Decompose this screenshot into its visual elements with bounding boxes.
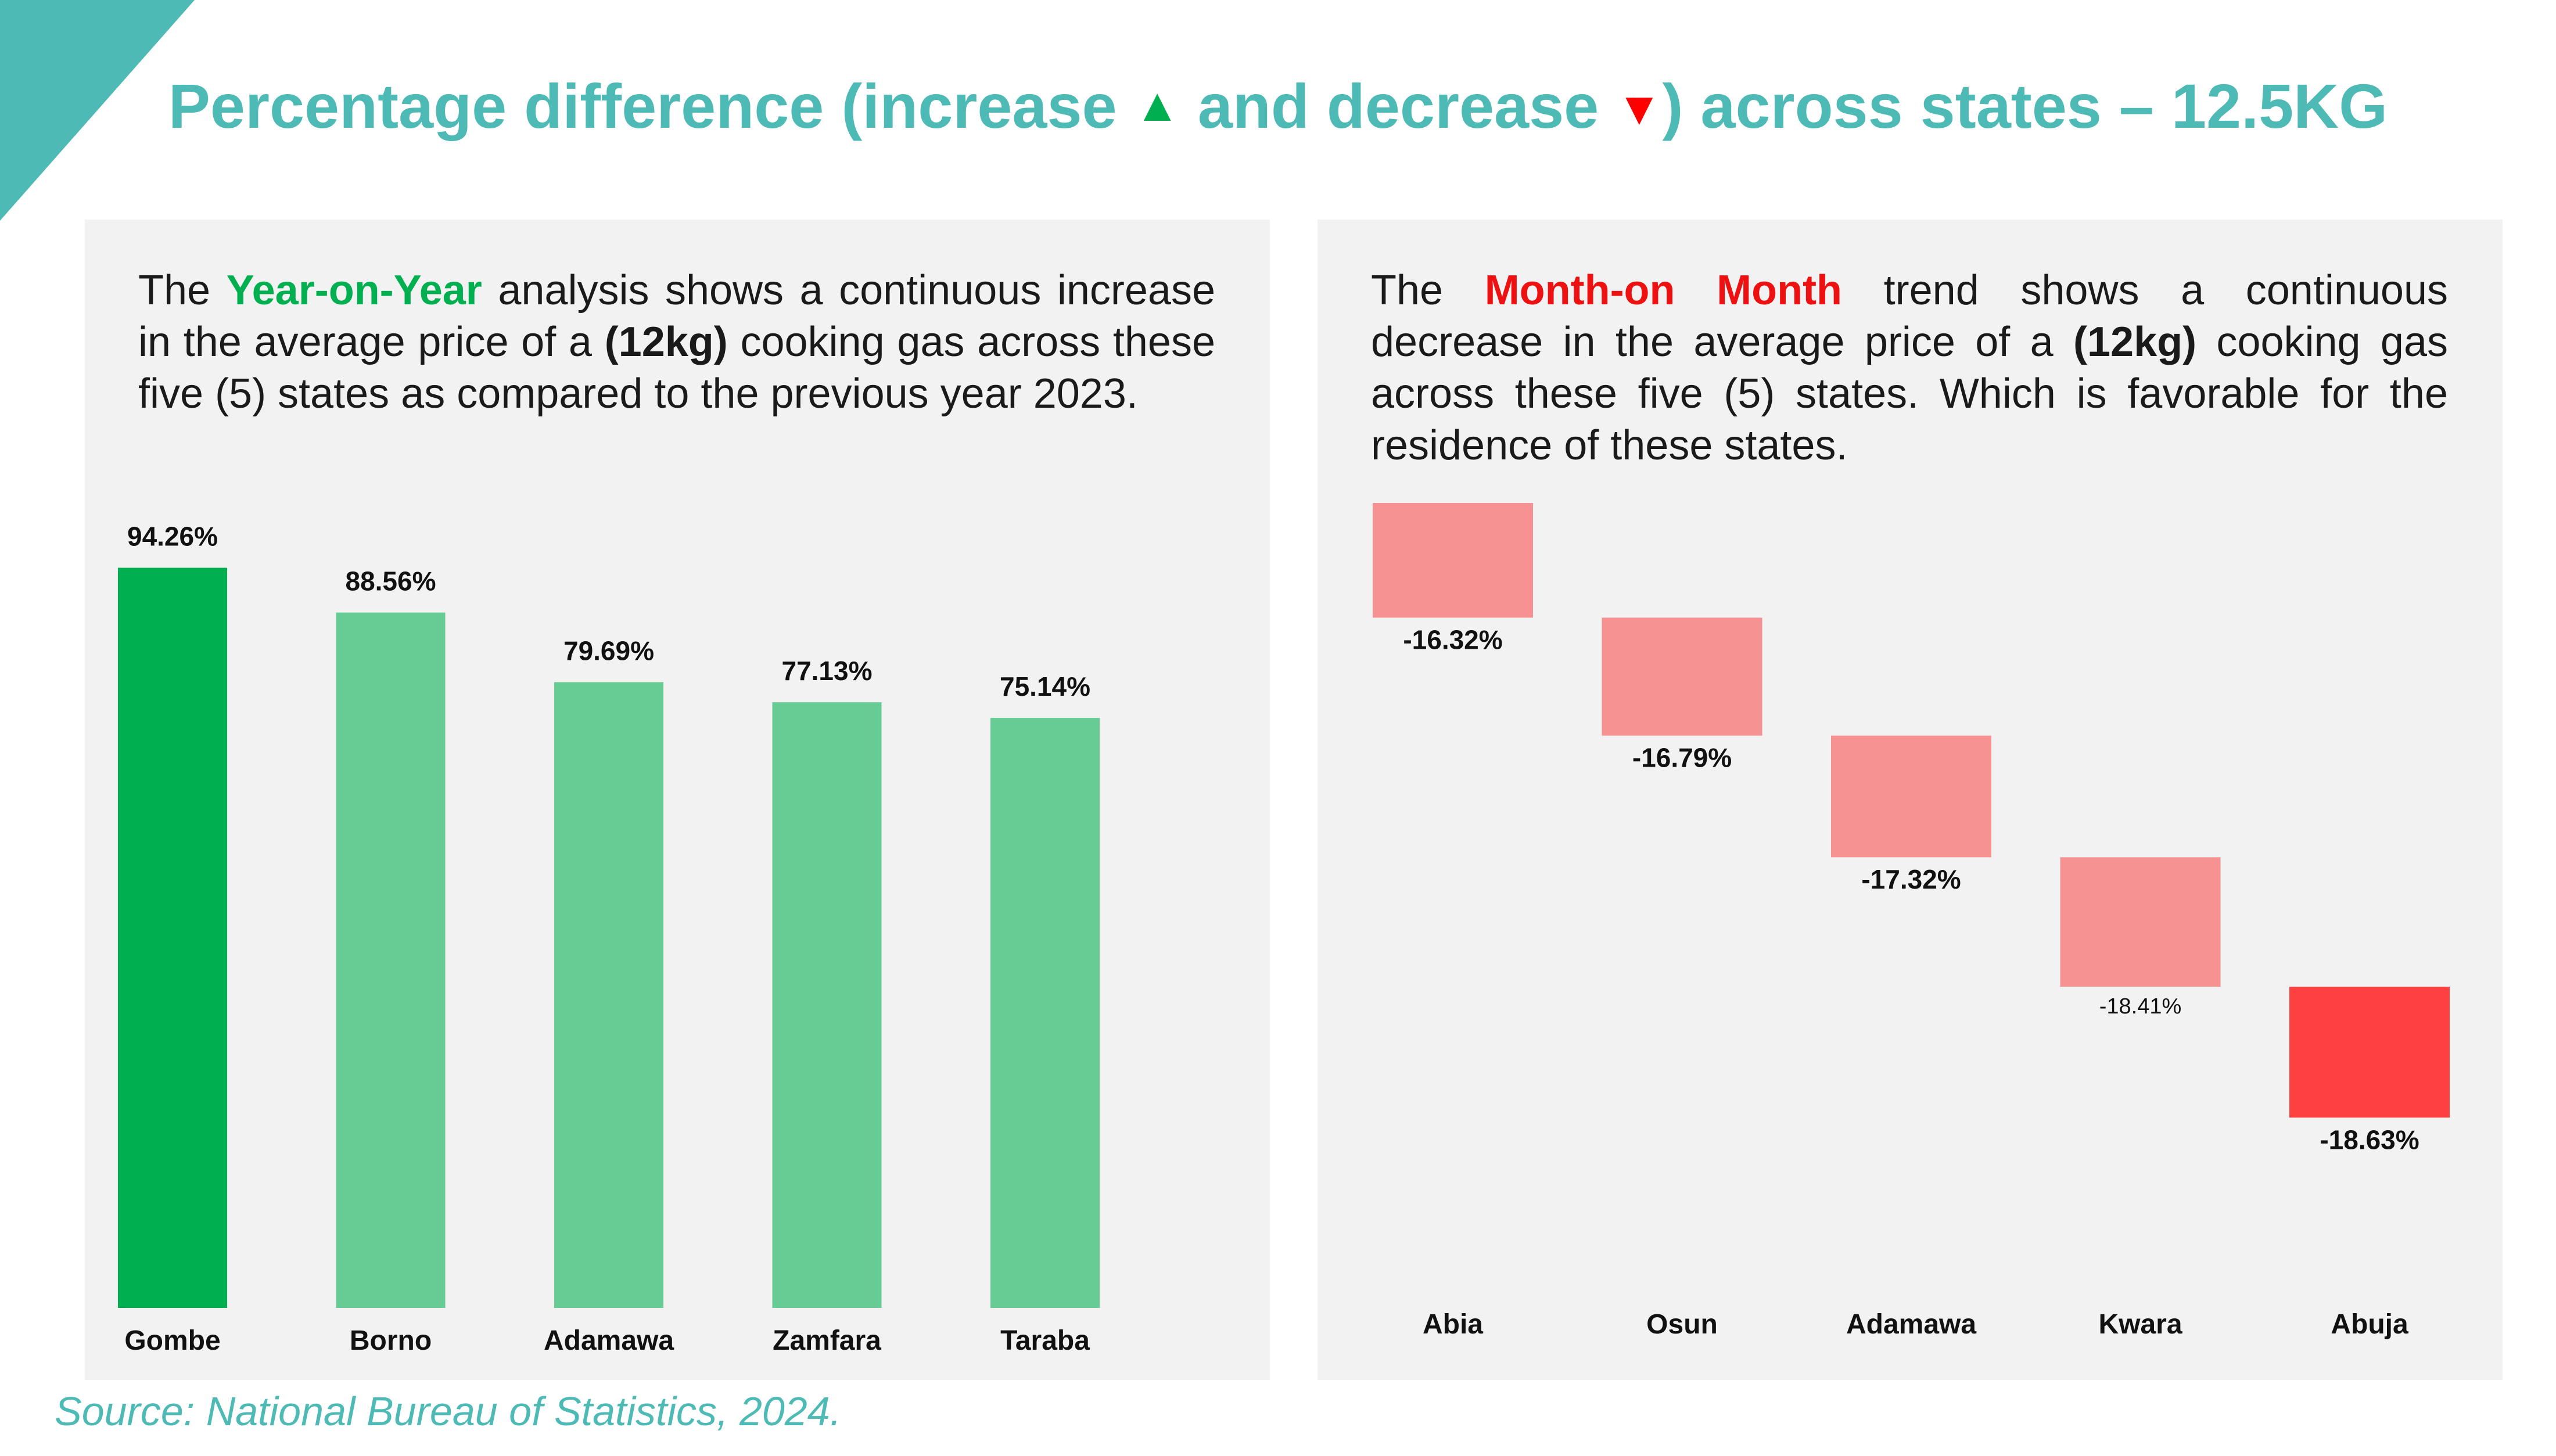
mom-category-label: Abia — [1423, 1309, 1483, 1340]
yoy-category-label: Borno — [350, 1325, 432, 1356]
yoy-bar — [990, 718, 1100, 1308]
yoy-category-label: Gombe — [124, 1325, 220, 1356]
yoy-text-2: analysis shows a continuous increase in … — [138, 267, 1215, 365]
yoy-text-1: The — [138, 267, 227, 314]
yoy-data-label: 88.56% — [345, 566, 436, 596]
mom-data-label: -18.63% — [2320, 1124, 2419, 1155]
year-on-year-panel: The Year-on-Year analysis shows a contin… — [85, 220, 1270, 1380]
yoy-text-3: cooking gas across these five (5) states… — [138, 319, 1216, 417]
yoy-data-label: 77.13% — [781, 656, 872, 686]
yoy-category-label: Taraba — [1000, 1325, 1090, 1356]
yoy-bar-chart: 94.26% Gombe 88.56% Borno 79.69% Adamawa 77.13… — [118, 522, 1100, 1356]
title-text-end: ) across states – 12.5KG — [1662, 71, 2388, 141]
mom-bar — [2289, 986, 2450, 1118]
yoy-bar — [554, 682, 663, 1308]
mom-bar — [2060, 857, 2221, 987]
mom-bar — [1602, 617, 1762, 736]
mom-text-2: trend shows a continuous decrease in the… — [1371, 267, 2448, 365]
yoy-data-label: 75.14% — [1000, 671, 1090, 702]
mom-bar — [1373, 503, 1533, 618]
decrease-triangle-icon: ▼ — [1616, 82, 1663, 134]
yoy-category-label: Zamfara — [773, 1325, 881, 1356]
mom-bar — [1831, 735, 1991, 858]
mom-category-label: Osun — [1646, 1309, 1718, 1340]
source-note: Source: National Bureau of Statistics, 2… — [55, 1389, 842, 1434]
mom-description: The Month-on Month trend shows a continu… — [1371, 265, 2448, 472]
yoy-data-label: 94.26% — [127, 522, 218, 552]
yoy-data-label: 79.69% — [563, 636, 654, 666]
yoy-description: The Year-on-Year analysis shows a contin… — [138, 265, 1215, 420]
mom-data-label: -18.41% — [2099, 994, 2182, 1019]
mom-category-label: Kwara — [2098, 1309, 2182, 1340]
yoy-bar — [336, 612, 446, 1308]
corner-accent-triangle — [0, 0, 195, 221]
yoy-bar — [118, 567, 227, 1308]
yoy-highlight: Year-on-Year — [226, 267, 482, 314]
title-text-start: Percentage difference (increase — [168, 71, 1135, 141]
mom-data-label: -16.79% — [1632, 743, 1732, 773]
increase-triangle-icon: ▲ — [1134, 79, 1180, 131]
mom-text-1: The — [1371, 267, 1485, 314]
title-text-middle: and decrease — [1180, 71, 1617, 141]
mom-text-3: cooking gas across these five (5) states… — [1371, 319, 2449, 469]
mom-highlight: Month-on Month — [1484, 267, 1843, 314]
yoy-bar — [772, 702, 882, 1308]
page-title: Percentage difference (increase ▲ and de… — [0, 70, 2556, 142]
mom-data-label: -17.32% — [1861, 864, 1961, 894]
mom-category-label: Adamawa — [1846, 1309, 1976, 1340]
mom-bold-term: (12kg) — [2073, 319, 2197, 365]
month-on-month-panel: The Month-on Month trend shows a continu… — [1318, 220, 2503, 1380]
mom-data-label: -16.32% — [1403, 624, 1502, 655]
yoy-bold-term: (12kg) — [604, 319, 728, 365]
mom-waterfall-chart: -16.32% Abia -16.79% Osun -17.32% Adamawa -18.… — [1373, 503, 2450, 1340]
mom-category-label: Abuja — [2331, 1309, 2408, 1340]
yoy-category-label: Adamawa — [544, 1325, 674, 1356]
